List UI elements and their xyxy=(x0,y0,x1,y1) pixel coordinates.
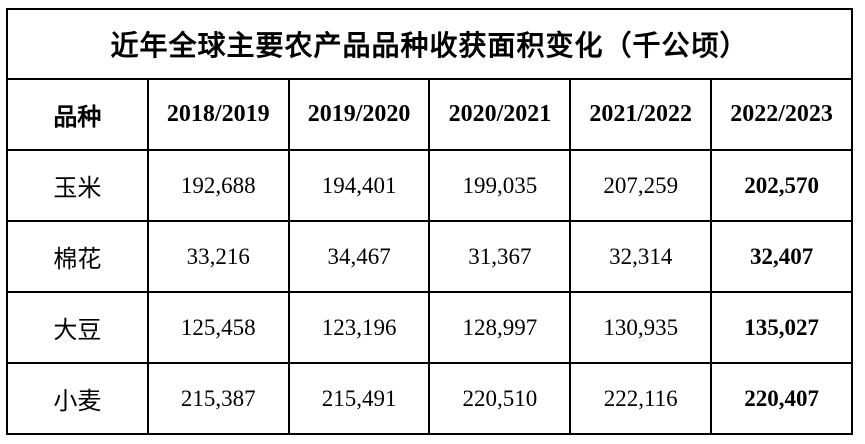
cell-wheat-2019-2020: 215,491 xyxy=(287,362,431,435)
cell-soybean-2018-2019: 125,458 xyxy=(146,291,290,364)
table-row-wheat: 小麦 215,387 215,491 220,510 222,116 220,4… xyxy=(6,362,853,435)
cell-wheat-2021-2022: 222,116 xyxy=(569,362,713,435)
table-title: 近年全球主要农产品品种收获面积变化（千公顷） xyxy=(110,31,749,62)
cell-soybean-2022-2023: 135,027 xyxy=(710,291,853,364)
column-header-2019-2020: 2019/2020 xyxy=(287,78,431,151)
cell-corn-2019-2020: 194,401 xyxy=(287,149,431,222)
column-header-2020-2021: 2020/2021 xyxy=(428,78,572,151)
row-label-cotton: 棉花 xyxy=(6,220,149,293)
title-row: 近年全球主要农产品品种收获面积变化（千公顷） xyxy=(6,8,853,80)
row-label-corn: 玉米 xyxy=(6,149,149,222)
cell-wheat-2022-2023: 220,407 xyxy=(710,362,853,435)
cell-corn-2021-2022: 207,259 xyxy=(569,149,713,222)
column-header-variety: 品种 xyxy=(6,78,149,151)
cell-cotton-2021-2022: 32,314 xyxy=(569,220,713,293)
table-row-corn: 玉米 192,688 194,401 199,035 207,259 202,5… xyxy=(6,149,853,222)
cell-wheat-2018-2019: 215,387 xyxy=(146,362,290,435)
cell-soybean-2021-2022: 130,935 xyxy=(569,291,713,364)
cell-cotton-2022-2023: 32,407 xyxy=(710,220,853,293)
header-row: 品种 2018/2019 2019/2020 2020/2021 2021/20… xyxy=(6,78,853,151)
table-row-soybean: 大豆 125,458 123,196 128,997 130,935 135,0… xyxy=(6,291,853,364)
column-header-2022-2023: 2022/2023 xyxy=(710,78,853,151)
crop-harvest-area-table: 近年全球主要农产品品种收获面积变化（千公顷） 品种 2018/2019 2019… xyxy=(6,8,853,435)
cell-corn-2022-2023: 202,570 xyxy=(710,149,853,222)
table-row-cotton: 棉花 33,216 34,467 31,367 32,314 32,407 xyxy=(6,220,853,293)
table-title-banner: 近年全球主要农产品品种收获面积变化（千公顷） xyxy=(6,8,853,80)
cell-cotton-2020-2021: 31,367 xyxy=(428,220,572,293)
row-label-soybean: 大豆 xyxy=(6,291,149,364)
cell-soybean-2020-2021: 128,997 xyxy=(428,291,572,364)
cell-wheat-2020-2021: 220,510 xyxy=(428,362,572,435)
cell-corn-2018-2019: 192,688 xyxy=(146,149,290,222)
column-header-2021-2022: 2021/2022 xyxy=(569,78,713,151)
cell-soybean-2019-2020: 123,196 xyxy=(287,291,431,364)
cell-cotton-2018-2019: 33,216 xyxy=(146,220,290,293)
cell-corn-2020-2021: 199,035 xyxy=(428,149,572,222)
column-header-2018-2019: 2018/2019 xyxy=(146,78,290,151)
cell-cotton-2019-2020: 34,467 xyxy=(287,220,431,293)
row-label-wheat: 小麦 xyxy=(6,362,149,435)
